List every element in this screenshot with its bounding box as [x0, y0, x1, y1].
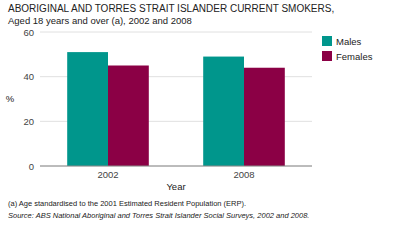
- subtitle: Aged 18 years and over (a), 2002 and 200…: [8, 15, 192, 26]
- bar: [67, 52, 108, 166]
- legend-label: Males: [336, 36, 362, 47]
- footnote: (a) Age standardised to the 2001 Estimat…: [8, 199, 246, 208]
- grid-line: [40, 32, 312, 33]
- bars: [67, 52, 285, 166]
- y-tick-label: 20: [23, 116, 34, 127]
- y-tick-label: 60: [23, 27, 34, 38]
- chart: ABORIGINAL AND TORRES STRAIT ISLANDER CU…: [0, 0, 397, 227]
- legend-swatch: [322, 36, 332, 46]
- x-axis-line: [40, 166, 312, 167]
- grid-line: [40, 166, 312, 167]
- footnote: Source: ABS National Aboriginal and Torr…: [8, 211, 309, 220]
- bar: [203, 57, 244, 166]
- x-tick-label: 2002: [97, 169, 118, 180]
- legend-swatch: [322, 51, 332, 61]
- legend-label: Females: [336, 51, 373, 62]
- bar: [108, 66, 149, 167]
- title: ABORIGINAL AND TORRES STRAIT ISLANDER CU…: [8, 3, 334, 14]
- x-axis-label: Year: [166, 181, 185, 192]
- legend: Males Females: [322, 36, 373, 62]
- y-axis-label: %: [6, 93, 15, 104]
- y-tick-label: 40: [23, 71, 34, 82]
- grid: [40, 32, 312, 166]
- x-tick-label: 2008: [233, 169, 254, 180]
- y-tick-label: 0: [29, 161, 34, 172]
- bar: [244, 68, 285, 166]
